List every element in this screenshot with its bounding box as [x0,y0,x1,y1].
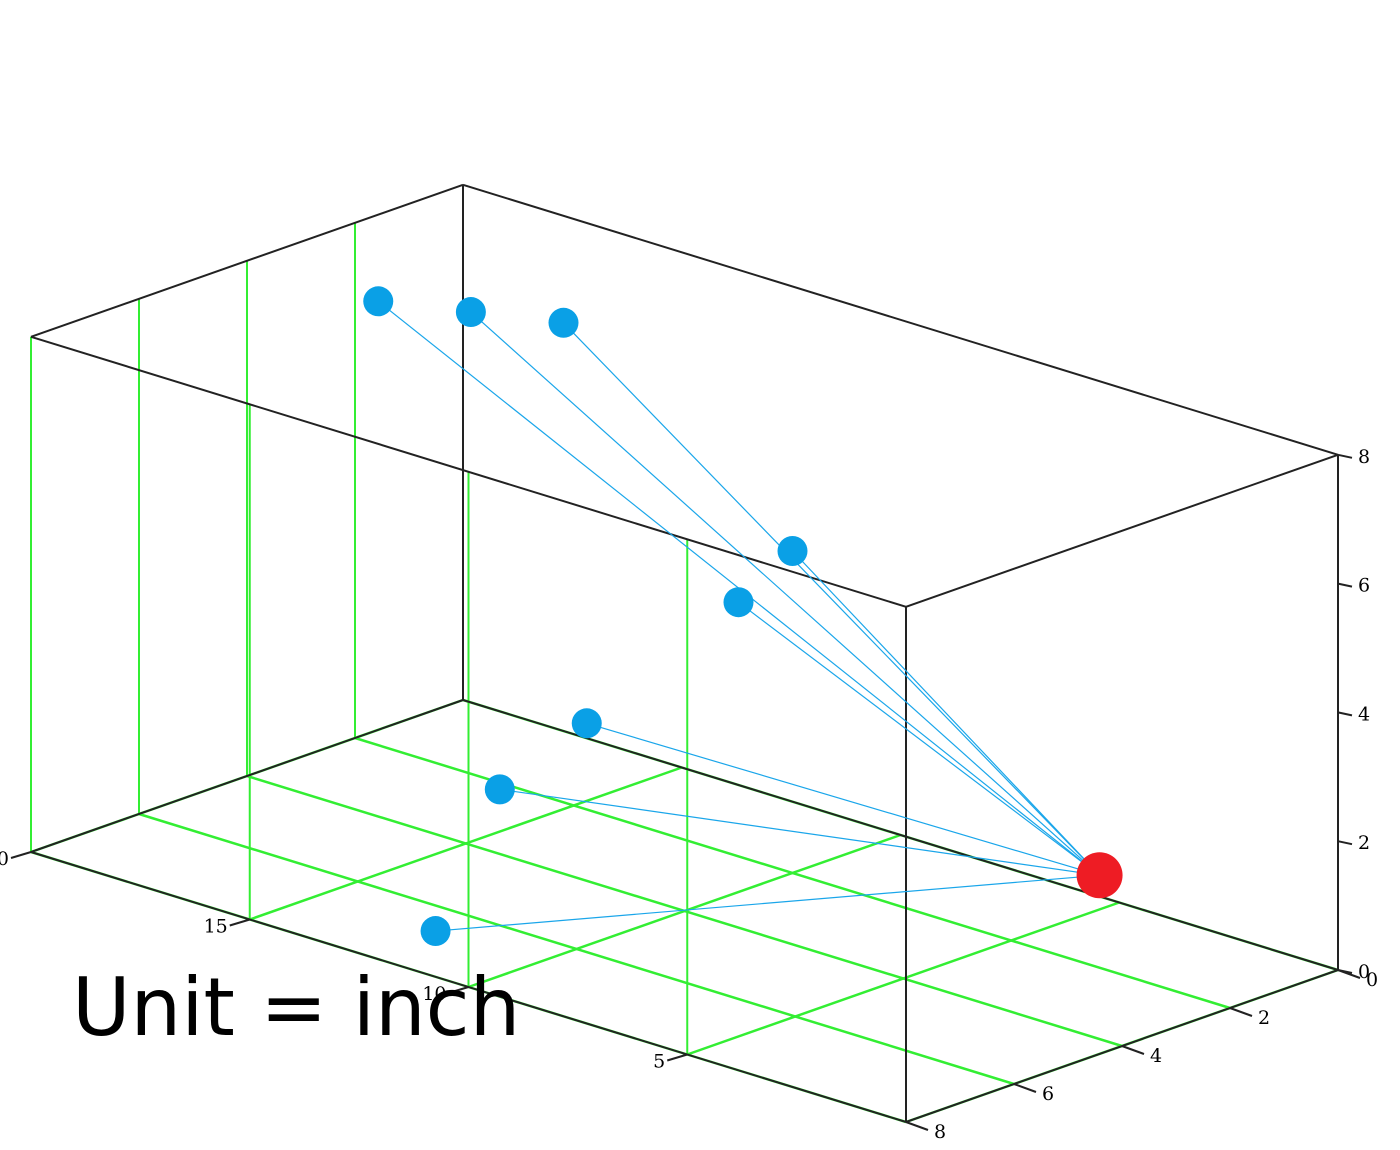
data-point [363,286,394,317]
depth-axis-tick-label: 2 [1258,1007,1270,1029]
height-axis-tick [1337,582,1353,588]
axis-ticks: 5 10 15 20 0 2 4 6 8 0 2 4 6 8 [0,446,1378,1143]
length-axis-tick-label: 15 [204,916,228,938]
depth-axis-tick-label: 4 [1150,1045,1162,1067]
data-point [571,708,602,739]
connector-lines [377,300,1101,932]
height-axis-tick-label: 0 [1358,961,1370,983]
floor-grid-line [246,774,1123,1048]
height-axis-tick-label: 4 [1358,703,1370,725]
connector-line [470,311,1100,876]
data-points [363,286,1123,947]
connector-line [499,788,1100,876]
data-point [484,774,515,805]
frame-edge [462,183,1339,456]
frame-edge [30,183,464,338]
depth-axis-tick [1013,1083,1037,1093]
data-point [723,587,754,618]
depth-axis-tick-label: 8 [934,1121,946,1143]
length-axis-tick [10,851,32,859]
frame-edge [30,699,464,853]
depth-axis-tick-label: 6 [1042,1083,1054,1105]
connector-line [435,874,1100,932]
height-axis-tick [1337,840,1353,846]
depth-axis-tick-label: 0 [1366,969,1378,991]
connector-line [738,601,1100,876]
connector-line [792,550,1101,876]
box-frame [30,183,1339,1123]
data-point [455,297,486,328]
height-axis-tick-label: 8 [1358,446,1370,468]
frame-edge [905,453,1339,608]
height-axis-tick [1337,711,1353,717]
target-point [1076,852,1123,899]
length-axis-tick [448,986,469,994]
length-axis-tick-label: 5 [653,1051,665,1073]
depth-axis-tick [1229,1007,1253,1017]
height-axis-tick-label: 6 [1358,575,1370,597]
height-axis-tick [1337,453,1353,459]
connector-line [586,722,1100,876]
depth-axis-tick [1121,1045,1145,1055]
data-point [548,307,579,338]
length-axis-tick-label: 10 [422,983,446,1005]
frame-edge [30,335,907,608]
depth-axis-tick [905,1121,929,1131]
data-point [420,916,451,947]
connector-line [563,322,1101,876]
height-axis-tick [1337,969,1353,974]
length-axis-tick [666,1053,688,1062]
data-point [777,536,808,566]
length-axis-tick-label: 20 [0,848,9,870]
length-axis-tick [229,918,251,927]
frame-edge [462,699,1339,971]
floor-grid-line [138,812,1015,1086]
unit-annotation: Unit = inch [72,961,521,1054]
height-axis-tick-label: 2 [1358,832,1370,854]
